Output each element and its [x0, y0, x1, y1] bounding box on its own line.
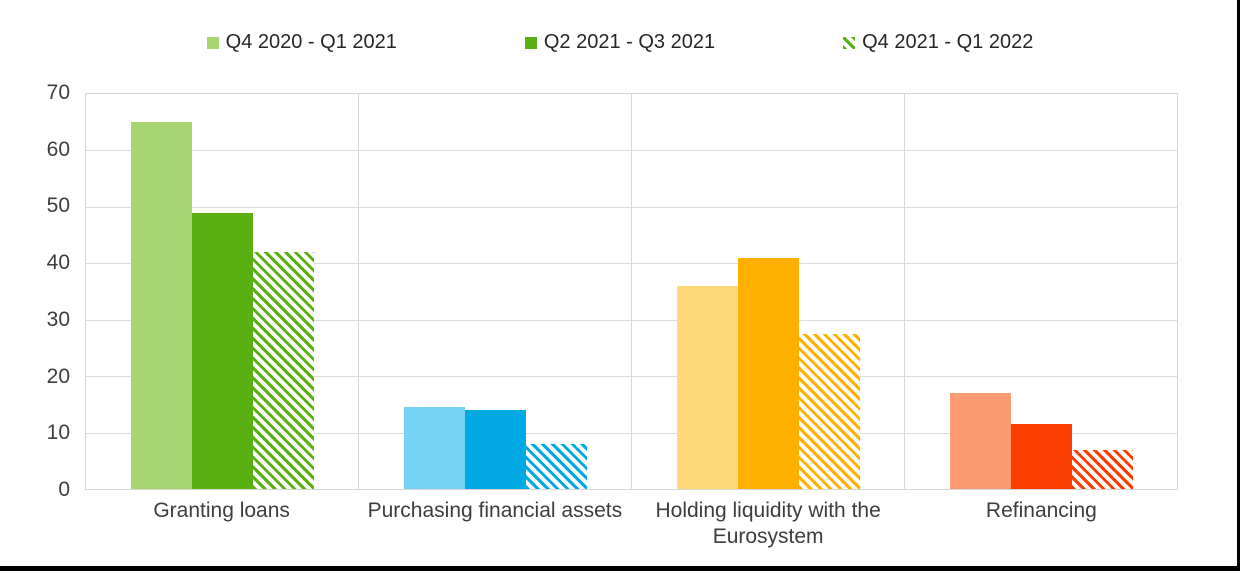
- category-panel: [359, 94, 632, 489]
- y-tick-label: 0: [58, 478, 70, 501]
- x-axis-labels: Granting loans Purchasing financial asse…: [85, 498, 1178, 550]
- bar: [676, 285, 738, 489]
- legend-item-q4-2020-q1-2021: Q4 2020 - Q1 2021: [206, 31, 397, 54]
- legend: Q4 2020 - Q1 2021 Q2 2021 - Q3 2021 Q4 2…: [0, 31, 1240, 54]
- category-label-purchasing-financial-assets: Purchasing financial assets: [367, 499, 623, 522]
- bar: [737, 257, 799, 489]
- bar: [130, 122, 192, 489]
- bar: [1071, 449, 1133, 489]
- category-label-granting-loans: Granting loans: [153, 499, 290, 522]
- bar: [949, 393, 1011, 489]
- y-tick-label: 60: [46, 137, 70, 161]
- category-label-holding-liquidity: Holding liquidity with the Eurosystem: [655, 499, 881, 548]
- category-label-refinancing: Refinancing: [985, 499, 1097, 522]
- bar: [1010, 424, 1072, 489]
- legend-label: Q4 2021 - Q1 2022: [862, 31, 1034, 53]
- y-tick-label: 50: [46, 194, 70, 218]
- bar: [252, 252, 314, 489]
- y-tick-label: 20: [46, 364, 70, 388]
- legend-label: Q4 2020 - Q1 2021: [225, 31, 397, 53]
- bar: [191, 212, 253, 489]
- legend-item-q4-2021-q1-2022: Q4 2021 - Q1 2022: [843, 31, 1033, 54]
- bar: [403, 407, 465, 489]
- y-tick-label: 10: [46, 421, 70, 445]
- category-panel: [632, 94, 905, 489]
- bar: [525, 443, 587, 489]
- legend-swatch-hatched-icon: [843, 36, 856, 49]
- legend-item-q2-2021-q3-2021: Q2 2021 - Q3 2021: [524, 31, 716, 54]
- legend-swatch-solid-dark-icon: [524, 36, 537, 49]
- category-panel: [86, 94, 359, 489]
- legend-label: Q2 2021 - Q3 2021: [543, 31, 716, 53]
- frame-border-right: [1237, 0, 1240, 571]
- category-panel: [905, 94, 1177, 489]
- bar: [798, 333, 860, 489]
- legend-swatch-solid-light-icon: [206, 36, 219, 49]
- y-tick-label: 70: [46, 81, 70, 104]
- frame-border-bottom: [0, 566, 1240, 571]
- bar: [464, 410, 526, 489]
- y-tick-label: 30: [46, 307, 70, 331]
- y-tick-label: 40: [46, 251, 70, 275]
- plot-area: [85, 93, 1178, 490]
